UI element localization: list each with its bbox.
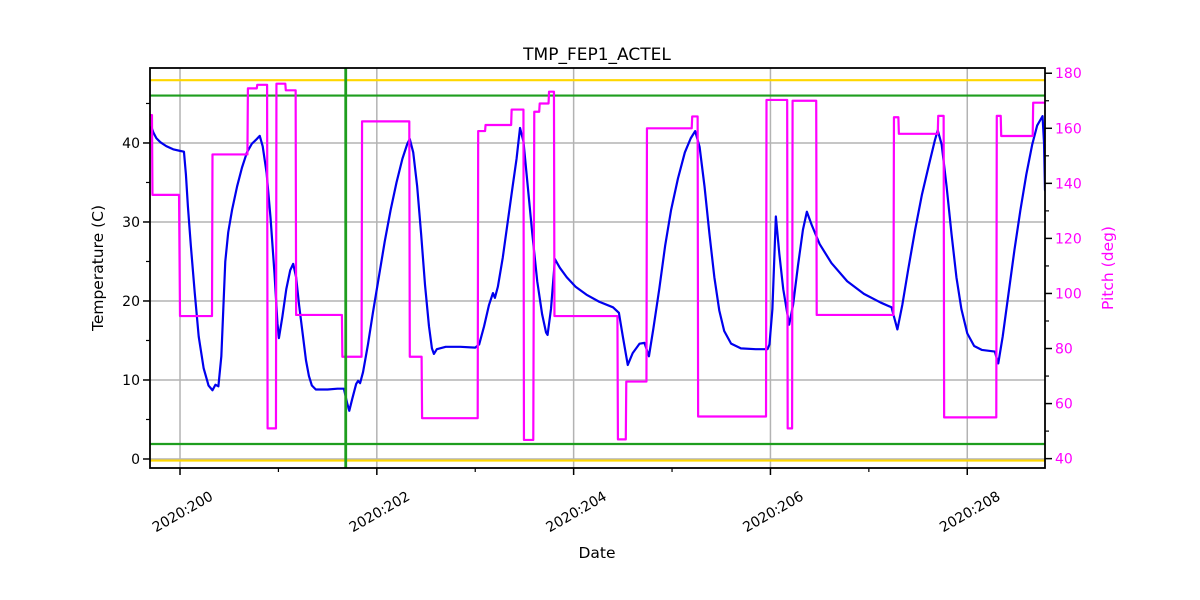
- x-axis-label: Date: [578, 544, 615, 562]
- temperature-line: [150, 115, 1045, 412]
- right-tick-label: 160: [1055, 121, 1082, 137]
- right-tick-label: 140: [1055, 176, 1082, 192]
- right-axis-label: Pitch (deg): [1099, 226, 1117, 310]
- data-series: [150, 82, 1045, 442]
- left-axis-label: Temperature (C): [89, 205, 107, 332]
- right-tick-label: 60: [1055, 397, 1073, 413]
- pitch-line: [150, 82, 1045, 442]
- left-tick-label: 0: [131, 452, 140, 468]
- left-tick-label: 10: [122, 373, 140, 389]
- left-tick-label: 30: [122, 215, 140, 231]
- chart-title: TMP_FEP1_ACTEL: [522, 45, 671, 65]
- axis-ticks: [143, 72, 1052, 475]
- limit-lines: [150, 79, 1045, 462]
- plot-area-border: [149, 67, 1046, 469]
- left-tick-label: 20: [122, 294, 140, 310]
- left-tick-label: 40: [122, 136, 140, 152]
- right-tick-label: 120: [1055, 231, 1082, 247]
- right-tick-label: 180: [1055, 66, 1082, 82]
- right-tick-label: 100: [1055, 286, 1082, 302]
- right-tick-label: 80: [1055, 342, 1073, 358]
- right-tick-label: 40: [1055, 452, 1073, 468]
